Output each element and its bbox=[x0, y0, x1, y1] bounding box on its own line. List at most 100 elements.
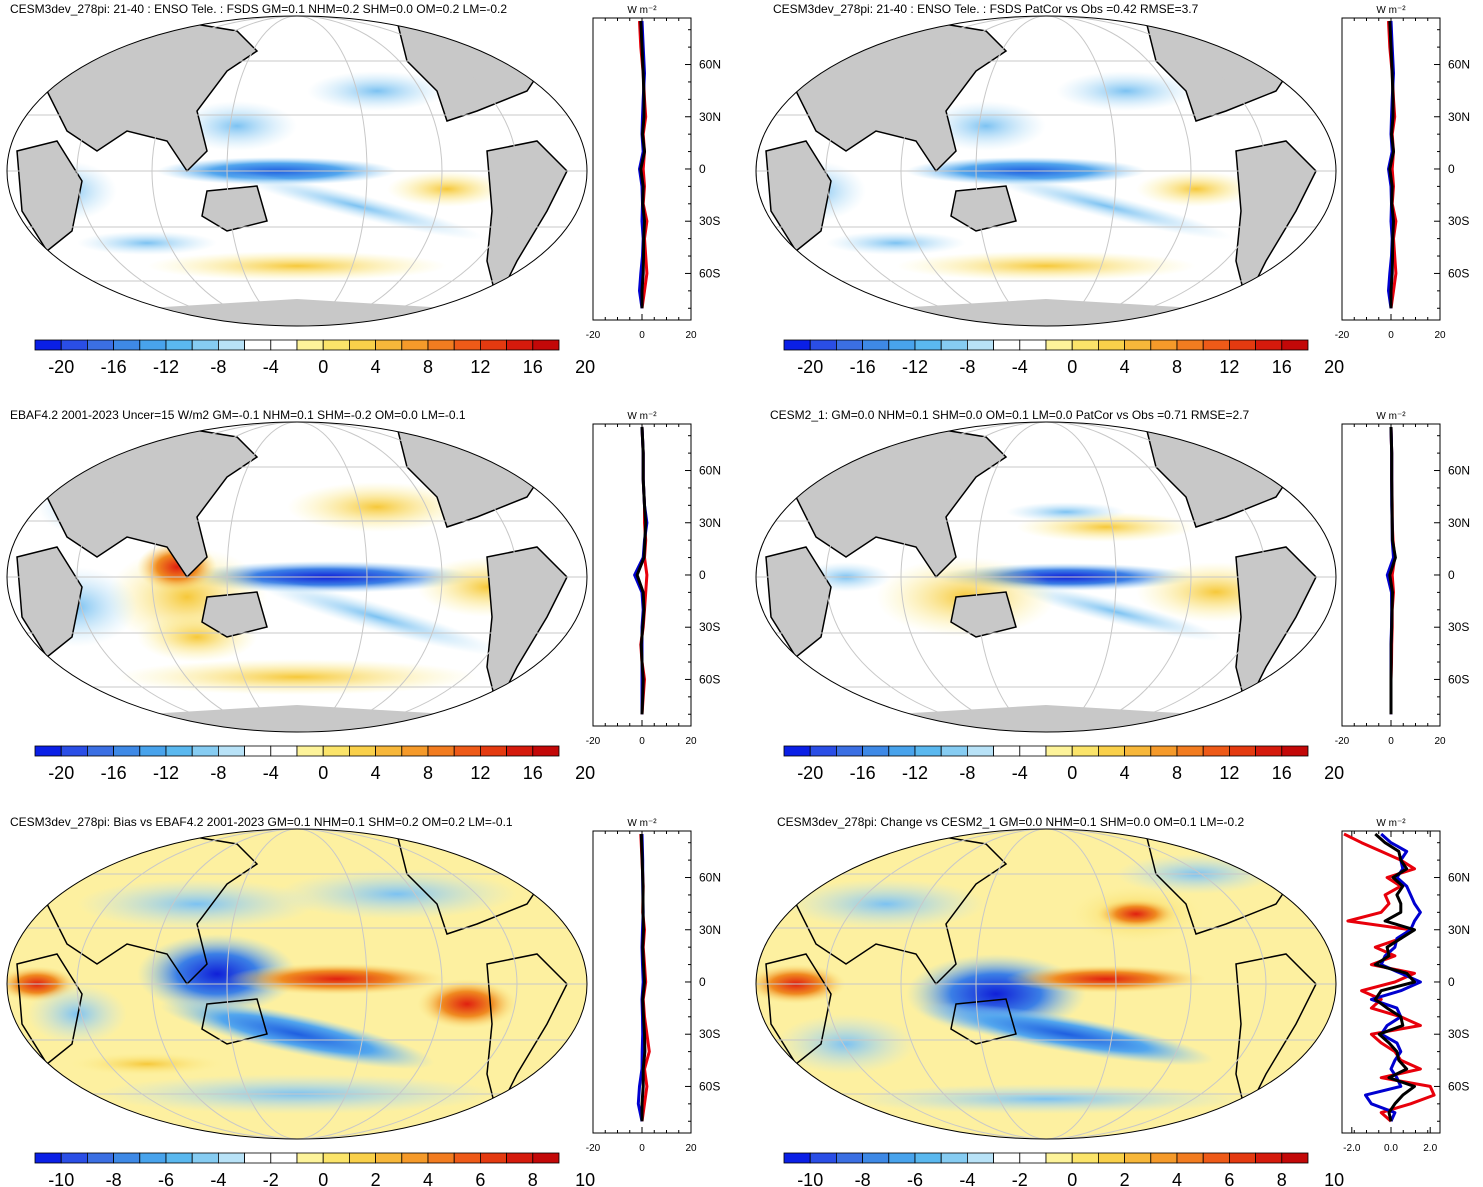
colorbar-box bbox=[1202, 339, 1230, 351]
colorbar-tick-label: 2 bbox=[1120, 1170, 1130, 1187]
colorbar-labels: -20 -16 -12 -8 -4 0 4 8 12 16 20 bbox=[797, 763, 1344, 783]
colorbar-box bbox=[139, 339, 167, 351]
colorbar-box bbox=[479, 339, 507, 351]
panel-title: CESM3dev_278pi: 21-40 : ENSO Tele. : FSD… bbox=[773, 2, 1199, 16]
colorbar-box bbox=[1176, 1152, 1204, 1164]
x-tick-label: 0 bbox=[639, 736, 645, 747]
colorbar-box bbox=[427, 339, 455, 351]
colorbar-box bbox=[191, 1152, 219, 1164]
colorbar-tick-label: -16 bbox=[101, 357, 127, 377]
colorbar-box bbox=[1045, 1152, 1073, 1164]
colorbar-box bbox=[1281, 339, 1309, 351]
colorbar-tick-label: -16 bbox=[101, 763, 127, 783]
colorbar-box bbox=[1124, 745, 1152, 757]
x-tick-label: 20 bbox=[685, 330, 697, 341]
colorbar-box bbox=[322, 1152, 350, 1164]
colorbar: -20 -16 -12 -8 -4 0 4 8 12 16 20 bbox=[34, 339, 595, 377]
colorbar-tick-label: 12 bbox=[1219, 357, 1239, 377]
colorbar-box bbox=[375, 745, 403, 757]
zonal-mean-plot: W m⁻² -20 0 20 60N 30N 0 30S 60S bbox=[1335, 5, 1470, 341]
colorbar-box bbox=[1097, 745, 1125, 757]
colorbar: -20 -16 -12 -8 -4 0 4 8 12 16 20 bbox=[34, 745, 595, 783]
colorbar-tick-label: -12 bbox=[153, 357, 179, 377]
colorbar-tick-label: 4 bbox=[1120, 357, 1130, 377]
x-tick-label: 20 bbox=[1434, 330, 1446, 341]
colorbar-box bbox=[1124, 1152, 1152, 1164]
colorbar-box bbox=[862, 339, 890, 351]
colorbar-box bbox=[244, 745, 272, 757]
world-map bbox=[755, 828, 1337, 1140]
lat-label: 0 bbox=[699, 975, 706, 989]
colorbar-tick-label: -4 bbox=[210, 1170, 226, 1187]
colorbar-tick-label: -6 bbox=[907, 1170, 923, 1187]
lat-label: 30S bbox=[1448, 620, 1469, 634]
colorbar-box bbox=[1228, 339, 1256, 351]
colorbar-labels: -20 -16 -12 -8 -4 0 4 8 12 16 20 bbox=[48, 763, 595, 783]
colorbar-box bbox=[888, 745, 916, 757]
colorbar-tick-label: 4 bbox=[1120, 763, 1130, 783]
x-tick-label: 2.0 bbox=[1423, 1143, 1437, 1154]
colorbar-tick-label: 6 bbox=[1224, 1170, 1234, 1187]
colorbar-box bbox=[165, 1152, 193, 1164]
lat-label: 60N bbox=[1448, 464, 1470, 478]
colorbar-box bbox=[217, 745, 245, 757]
lat-label: 60S bbox=[699, 266, 720, 280]
x-tick-label: 20 bbox=[685, 736, 697, 747]
colorbar-labels: -20 -16 -12 -8 -4 0 4 8 12 16 20 bbox=[797, 357, 1344, 377]
colorbar-box bbox=[60, 339, 88, 351]
colorbar-box bbox=[1150, 1152, 1178, 1164]
colorbar-box bbox=[348, 745, 376, 757]
colorbar-tick-label: 8 bbox=[1172, 763, 1182, 783]
colorbar-tick-label: 8 bbox=[423, 763, 433, 783]
colorbar-box bbox=[1202, 745, 1230, 757]
world-map bbox=[6, 421, 588, 733]
colorbar-tick-label: -12 bbox=[153, 763, 179, 783]
lat-label: 60N bbox=[1448, 871, 1470, 885]
colorbar-tick-label: -8 bbox=[106, 1170, 122, 1187]
colorbar-tick-label: 10 bbox=[575, 1170, 595, 1187]
x-tick-label: -20 bbox=[586, 330, 601, 341]
colorbar-tick-label: 12 bbox=[470, 357, 490, 377]
colorbar: -20 -16 -12 -8 -4 0 4 8 12 16 20 bbox=[783, 339, 1344, 377]
colorbar-tick-label: -20 bbox=[797, 763, 823, 783]
colorbar-box bbox=[296, 745, 324, 757]
colorbar: -20 -16 -12 -8 -4 0 4 8 12 16 20 bbox=[783, 745, 1344, 783]
colorbar-tick-label: -8 bbox=[959, 357, 975, 377]
colorbar-tick-label: 12 bbox=[470, 763, 490, 783]
lat-label: 30N bbox=[1448, 923, 1470, 937]
x-tick-label: 0 bbox=[1388, 736, 1394, 747]
zonal-series-black bbox=[635, 426, 648, 715]
colorbar-box bbox=[783, 1152, 811, 1164]
zonal-unit-label: W m⁻² bbox=[1376, 411, 1406, 422]
colorbar-tick-label: 4 bbox=[371, 357, 381, 377]
zonal-mean-plot: W m⁻² -20 0 20 60N 30N 0 30S 60S bbox=[1335, 411, 1470, 747]
lat-label: 30S bbox=[1448, 214, 1469, 228]
colorbar-box bbox=[427, 1152, 455, 1164]
colorbar-tick-label: -16 bbox=[850, 357, 876, 377]
colorbar-box bbox=[506, 339, 534, 351]
colorbar-box bbox=[453, 339, 481, 351]
colorbar-tick-label: -20 bbox=[797, 357, 823, 377]
colorbar-tick-label: 16 bbox=[1272, 763, 1292, 783]
colorbar-box bbox=[348, 1152, 376, 1164]
colorbar-box bbox=[244, 339, 272, 351]
colorbar-box bbox=[914, 339, 942, 351]
colorbar-box bbox=[914, 745, 942, 757]
colorbar-box bbox=[87, 745, 115, 757]
colorbar-tick-label: 16 bbox=[1272, 357, 1292, 377]
colorbar-box bbox=[836, 339, 864, 351]
colorbar-tick-label: -8 bbox=[959, 763, 975, 783]
colorbar-box bbox=[1071, 745, 1099, 757]
colorbar-box bbox=[191, 339, 219, 351]
colorbar-tick-label: 10 bbox=[1324, 1170, 1344, 1187]
colorbar-tick-label: -10 bbox=[48, 1170, 74, 1187]
x-tick-label: 0 bbox=[639, 330, 645, 341]
zonal-unit-label: W m⁻² bbox=[1376, 5, 1406, 16]
colorbar-box bbox=[966, 745, 994, 757]
colorbar-box bbox=[1045, 745, 1073, 757]
colorbar-tick-label: 6 bbox=[475, 1170, 485, 1187]
colorbar-box bbox=[270, 745, 298, 757]
colorbar-box bbox=[139, 1152, 167, 1164]
colorbar-box bbox=[453, 745, 481, 757]
colorbar-box bbox=[427, 745, 455, 757]
